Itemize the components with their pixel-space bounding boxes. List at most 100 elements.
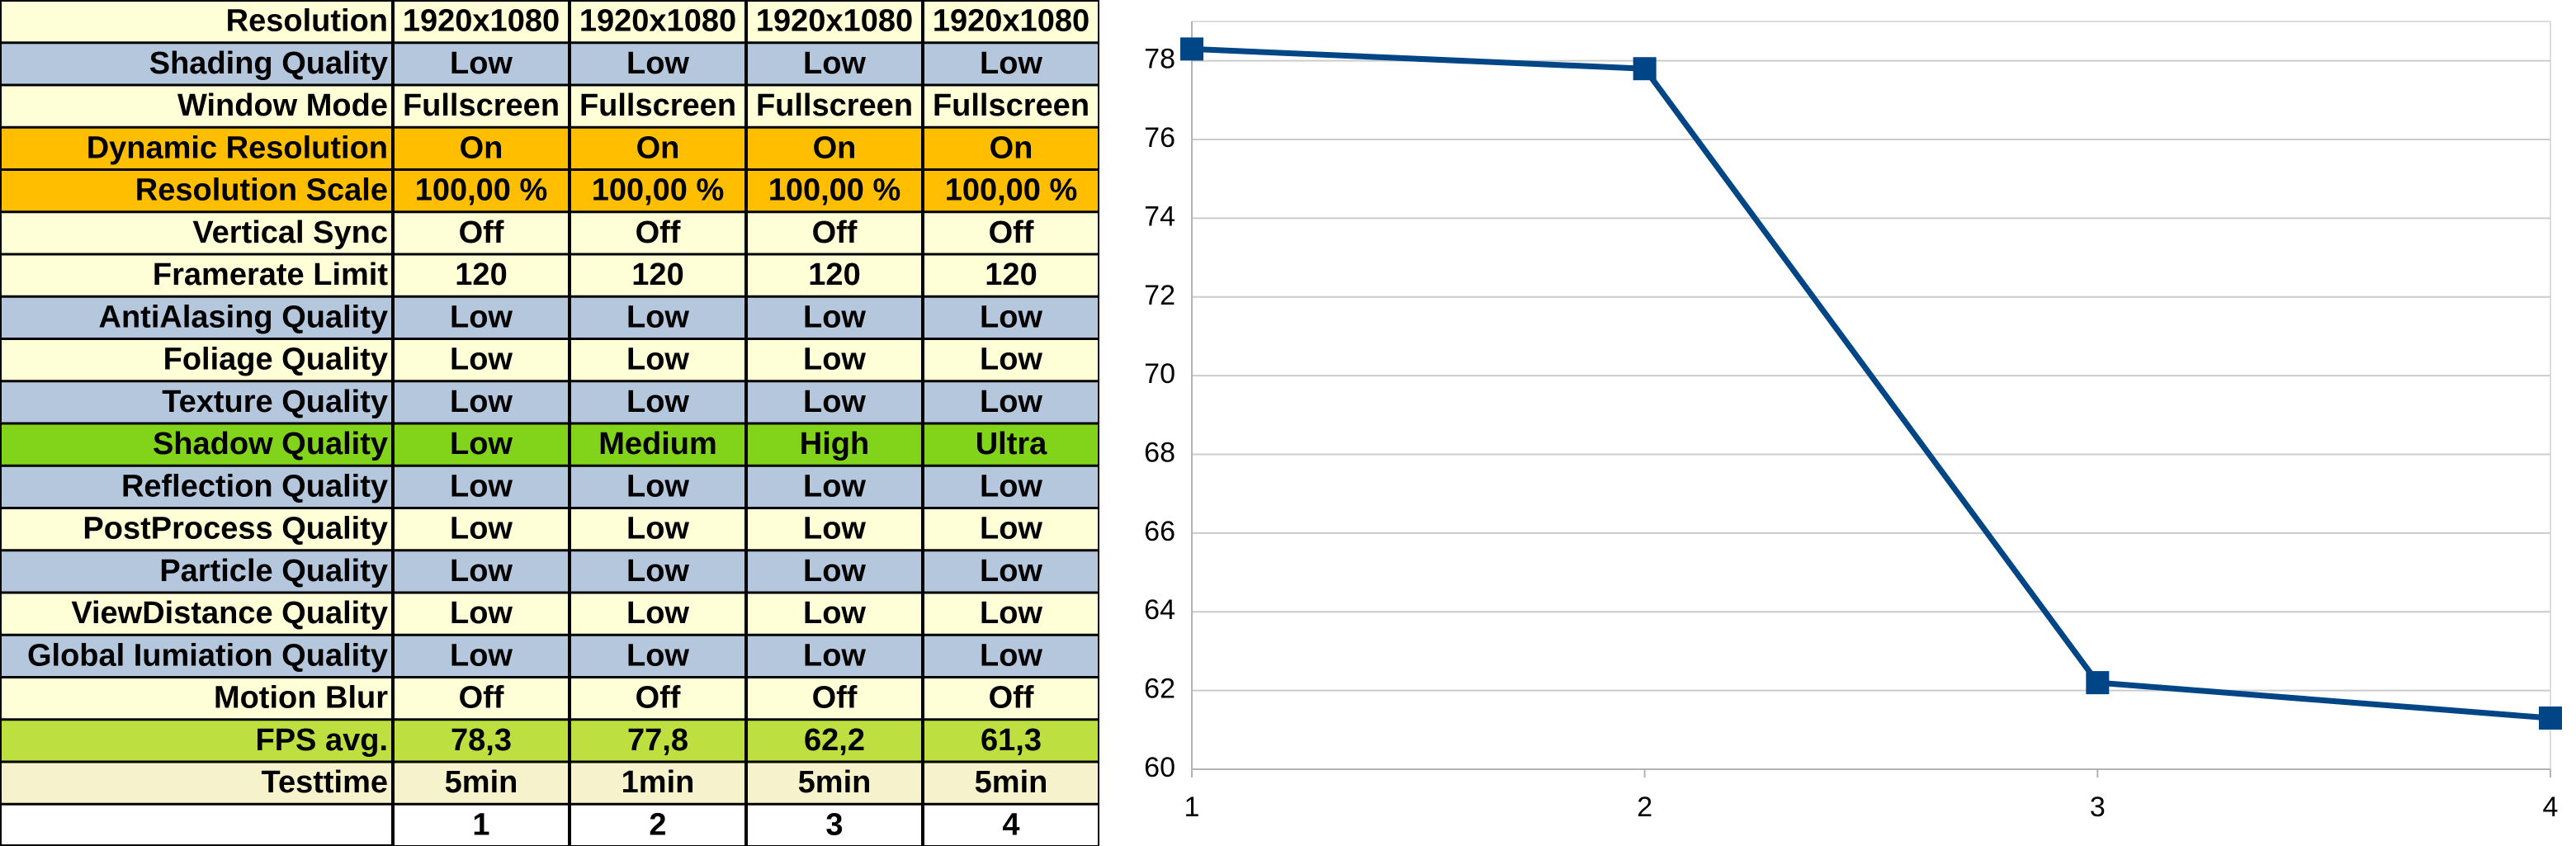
cell-value: 3 <box>825 807 843 842</box>
row-label: Framerate Limit <box>153 258 388 292</box>
table-cell <box>570 253 746 297</box>
table-cell <box>393 0 570 44</box>
cell-value: Low <box>450 427 513 461</box>
cell-value: 5min <box>798 765 872 800</box>
table-cell <box>570 423 746 466</box>
table-cell <box>746 338 923 382</box>
table-cell <box>393 634 570 678</box>
table-cell <box>746 508 923 551</box>
table-cell <box>746 677 923 721</box>
cell-value: 100,00 % <box>768 173 901 208</box>
table-cell <box>393 380 570 424</box>
data-point <box>1180 37 1203 61</box>
table-cell <box>570 42 746 86</box>
y-tick-label: 72 <box>1144 280 1175 311</box>
cell-value: Low <box>626 300 689 334</box>
table-cell <box>746 169 923 213</box>
cell-value: Off <box>989 681 1034 716</box>
row-label: Foliage Quality <box>163 343 388 377</box>
cell-value: 120 <box>455 258 507 292</box>
cell-value: Off <box>812 215 858 250</box>
table-cell <box>746 550 923 593</box>
table-cell <box>923 126 1099 170</box>
table-cell <box>393 295 570 339</box>
cell-value: 4 <box>1002 807 1019 842</box>
cell-value: Off <box>459 215 504 250</box>
table-cell <box>393 423 570 466</box>
table-cell <box>393 592 570 636</box>
table-cell <box>0 0 393 44</box>
row-label: Particle Quality <box>159 554 388 588</box>
table-cell <box>0 169 393 213</box>
cell-value: Medium <box>598 427 717 461</box>
table-cell <box>923 338 1099 382</box>
cell-value: 1920x1080 <box>933 4 1089 39</box>
table-cell <box>570 719 746 763</box>
table-cell <box>746 211 923 255</box>
cell-value: Low <box>450 512 513 546</box>
cell-value: Low <box>980 638 1042 673</box>
table-cell <box>570 169 746 213</box>
cell-value: Low <box>803 46 866 81</box>
y-tick-label: 70 <box>1144 358 1175 390</box>
table-cell <box>923 380 1099 424</box>
table-cell <box>923 803 1099 846</box>
cell-value: Fullscreen <box>756 88 913 123</box>
cell-value: Fullscreen <box>403 88 560 123</box>
y-tick-label: 64 <box>1144 594 1175 626</box>
data-line <box>1191 45 2551 721</box>
cell-value: Low <box>626 512 689 546</box>
cell-value: 5min <box>445 765 518 800</box>
cell-value: 1min <box>622 765 695 800</box>
cell-value: Low <box>626 638 689 673</box>
cell-value: 1 <box>472 807 489 842</box>
cell-value: Low <box>450 343 513 377</box>
row-label: Global Iumiation Quality <box>27 638 388 673</box>
cell-value: Low <box>980 469 1042 503</box>
row-label: Reflection Quality <box>121 469 388 503</box>
cell-value: Off <box>989 215 1034 250</box>
row-label: ViewDistance Quality <box>71 596 388 631</box>
y-tick-label: 60 <box>1144 752 1175 783</box>
table-cell <box>923 508 1099 551</box>
table-cell <box>570 634 746 678</box>
table-cell <box>393 84 570 128</box>
table-cell <box>0 295 393 339</box>
cell-value: High <box>800 427 869 461</box>
x-tick-label: 3 <box>2090 792 2106 823</box>
row-label: Vertical Sync <box>192 215 388 250</box>
table-cell <box>746 803 923 846</box>
table-cell <box>746 634 923 678</box>
row-label: Shading Quality <box>149 46 388 81</box>
table-cell <box>746 126 923 170</box>
data-point <box>2539 707 2562 730</box>
table-cell <box>746 465 923 508</box>
cell-value: 1920x1080 <box>756 4 913 39</box>
data-point <box>1633 57 1657 81</box>
cell-value: 1920x1080 <box>403 4 560 39</box>
cell-value: Low <box>626 554 689 588</box>
cell-value: Low <box>626 469 689 503</box>
table-cell <box>393 803 570 846</box>
cell-value: Low <box>450 596 513 631</box>
x-tick-label: 1 <box>1184 792 1200 823</box>
cell-value: Low <box>803 385 866 419</box>
table-cell <box>746 380 923 424</box>
table-cell <box>570 550 746 593</box>
row-label: Texture Quality <box>162 385 388 419</box>
cell-value: Low <box>980 554 1042 588</box>
table-cell <box>570 211 746 255</box>
cell-value: Ultra <box>976 427 1047 461</box>
cell-value: On <box>460 130 503 165</box>
x-tick-label: 4 <box>2543 792 2559 823</box>
table-cell <box>746 295 923 339</box>
table-cell <box>746 719 923 763</box>
row-label: Testtime <box>262 765 388 800</box>
cell-value: Low <box>980 385 1042 419</box>
table-cell <box>923 423 1099 466</box>
table-cell <box>0 126 393 170</box>
cell-value: On <box>990 130 1033 165</box>
table-cell <box>0 211 393 255</box>
